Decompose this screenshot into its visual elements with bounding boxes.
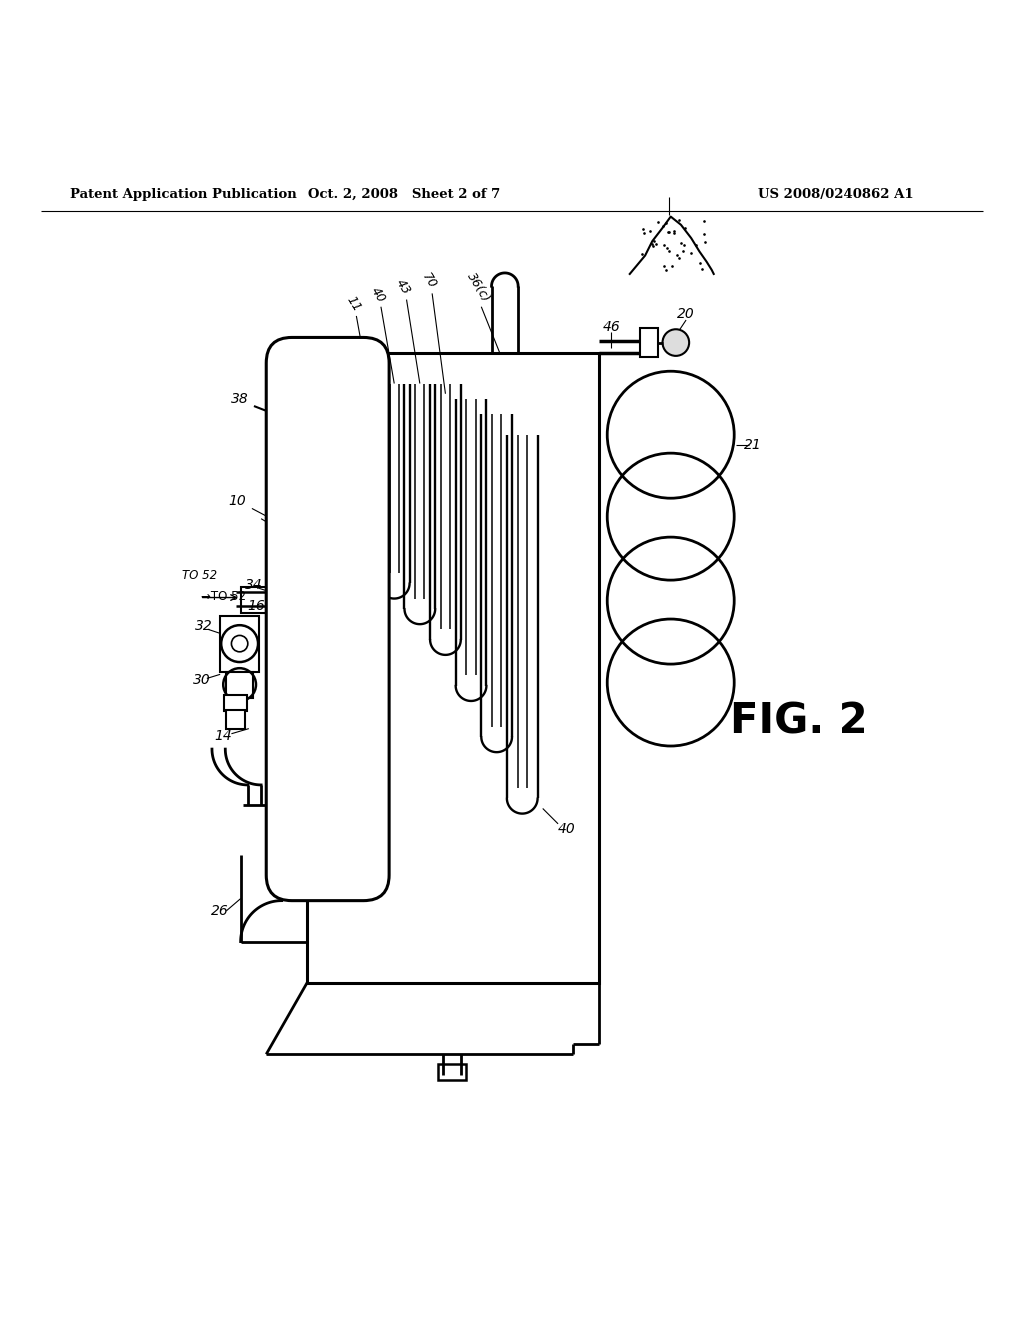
- Bar: [224, 694, 247, 711]
- Bar: [241, 587, 266, 612]
- Text: 43: 43: [393, 277, 414, 297]
- Text: 36(c): 36(c): [464, 271, 493, 305]
- Text: 10: 10: [228, 494, 247, 508]
- Text: Patent Application Publication: Patent Application Publication: [70, 187, 296, 201]
- FancyBboxPatch shape: [266, 338, 389, 900]
- Circle shape: [663, 329, 689, 356]
- Text: 34: 34: [245, 578, 263, 593]
- Bar: [640, 329, 658, 356]
- Text: US 2008/0240862 A1: US 2008/0240862 A1: [758, 187, 913, 201]
- Text: 46: 46: [602, 321, 621, 334]
- Bar: [226, 672, 253, 698]
- Text: 16: 16: [247, 599, 265, 612]
- Text: →TO 52: →TO 52: [201, 590, 246, 603]
- Text: 14: 14: [214, 729, 232, 743]
- Bar: [220, 616, 259, 672]
- Text: 70: 70: [419, 271, 439, 292]
- Bar: [307, 352, 599, 982]
- Text: 38: 38: [230, 392, 249, 405]
- Text: 30: 30: [193, 673, 211, 688]
- Text: Oct. 2, 2008   Sheet 2 of 7: Oct. 2, 2008 Sheet 2 of 7: [308, 187, 501, 201]
- Text: 26: 26: [211, 904, 229, 917]
- Bar: [438, 1064, 467, 1080]
- Text: 20: 20: [677, 306, 695, 321]
- Bar: [226, 710, 245, 729]
- Text: TO 52: TO 52: [182, 569, 217, 582]
- Text: FIG. 2: FIG. 2: [730, 701, 867, 742]
- Text: 40: 40: [557, 822, 575, 836]
- Text: 32: 32: [195, 619, 213, 634]
- Text: 21: 21: [743, 438, 762, 451]
- Text: 11: 11: [343, 293, 364, 314]
- Text: 40: 40: [368, 284, 388, 305]
